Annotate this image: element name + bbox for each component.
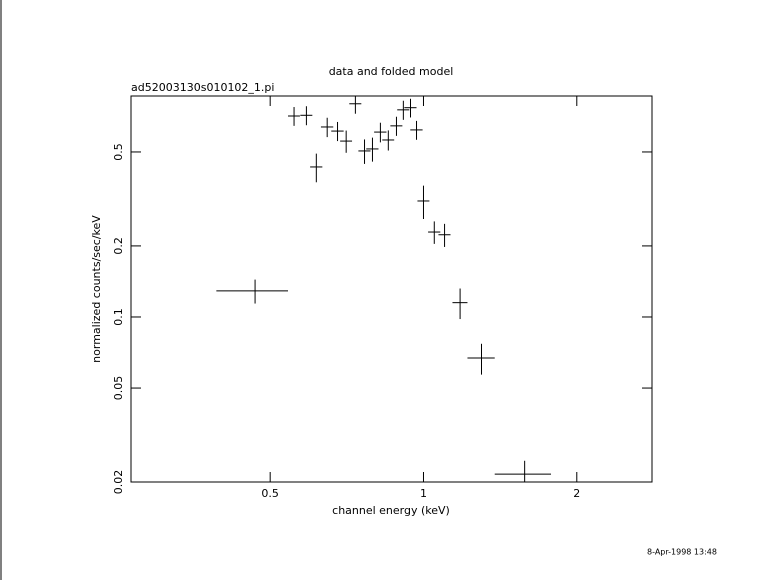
y-tick-label: 0.05 <box>112 376 125 401</box>
y-axis-label: normalized counts/sec/keV <box>90 215 103 363</box>
x-tick-label: 1 <box>420 487 427 500</box>
x-tick-label: 2 <box>573 487 580 500</box>
x-tick-label: 0.5 <box>261 487 279 500</box>
y-tick-label: 0.2 <box>112 237 125 255</box>
chart-title: data and folded model <box>329 65 454 78</box>
timestamp: 8-Apr-1998 13:48 <box>647 548 717 557</box>
y-tick-label: 0.02 <box>112 470 125 495</box>
y-tick-label: 0.5 <box>112 143 125 161</box>
y-tick-label: 0.1 <box>112 308 125 326</box>
chart-subtitle: ad52003130s010102_1.pi <box>131 81 274 94</box>
data-area <box>216 96 552 482</box>
plot-frame <box>130 95 653 483</box>
x-axis-label: channel energy (keV) <box>332 504 450 517</box>
